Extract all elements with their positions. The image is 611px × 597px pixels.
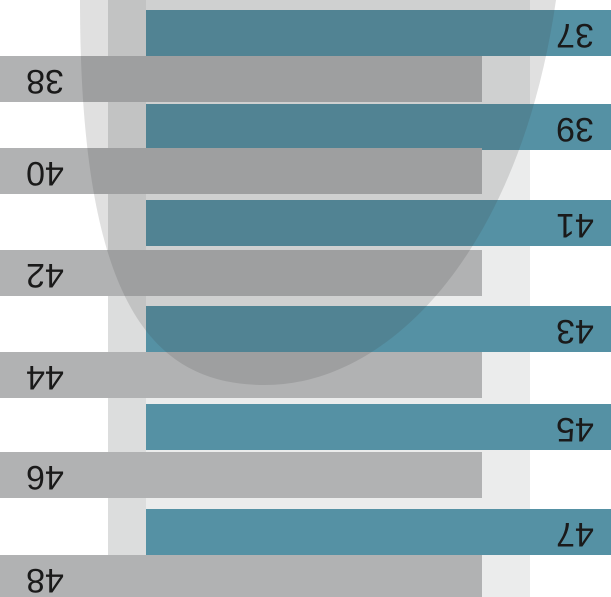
size-selector: 37 38 39 40 41 42 43 44 45 46 47 48: [0, 0, 611, 597]
size-label: 44: [26, 358, 64, 396]
size-label: 48: [26, 561, 64, 597]
size-label: 47: [556, 515, 594, 553]
size-label: 41: [556, 206, 594, 244]
size-option[interactable]: [146, 509, 611, 555]
size-label: 37: [556, 16, 594, 54]
size-label: 42: [26, 256, 64, 294]
size-option[interactable]: [0, 452, 482, 498]
size-label: 39: [556, 110, 594, 148]
size-option[interactable]: [146, 404, 611, 450]
size-label: 40: [26, 154, 64, 192]
page: 373839404142434445464748 (() => { const …: [0, 0, 611, 597]
size-label: 43: [556, 312, 594, 350]
size-label: 46: [26, 458, 64, 496]
size-label: 45: [556, 410, 594, 448]
size-label: 38: [26, 62, 64, 100]
size-option[interactable]: [0, 555, 482, 597]
